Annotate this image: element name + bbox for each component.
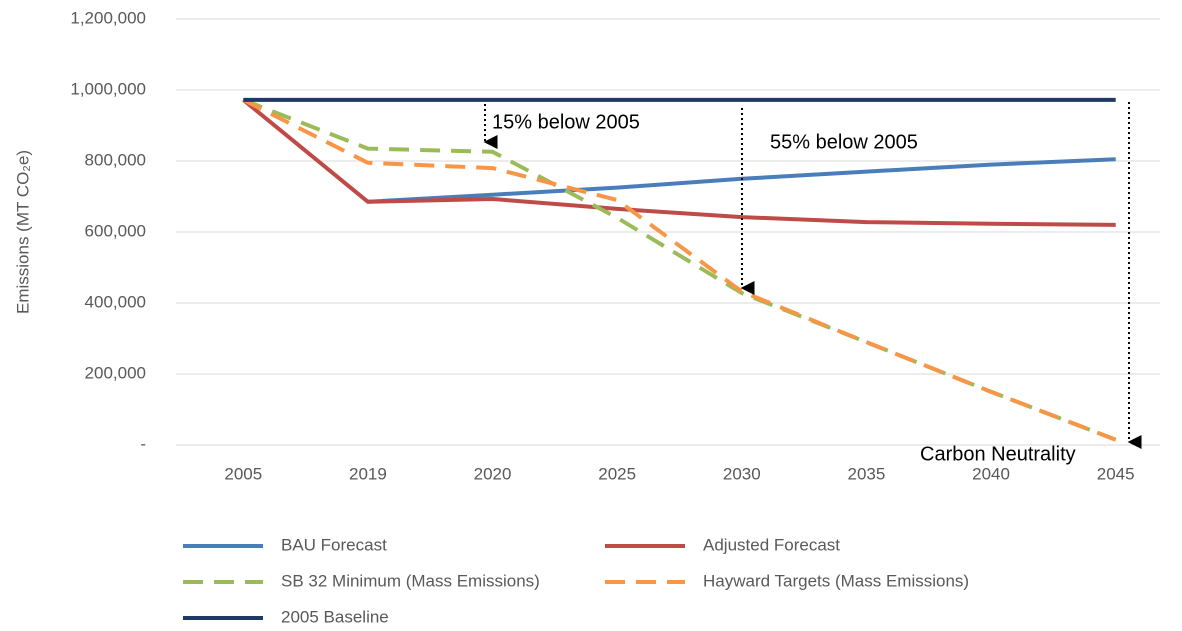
series-line — [242, 98, 1117, 442]
y-tick-label: 1,000,000 — [70, 79, 146, 98]
y-tick-label: 600,000 — [85, 221, 146, 240]
y-tick-label: 800,000 — [85, 150, 146, 169]
x-tick-label: 2030 — [723, 464, 761, 483]
x-tick-label: 2019 — [349, 464, 387, 483]
annotation: 55% below 2005 — [770, 131, 918, 153]
y-tick-label: 200,000 — [85, 363, 146, 382]
x-tick-label: 2035 — [848, 464, 886, 483]
legend-label: Adjusted Forecast — [703, 535, 840, 554]
y-axis-label: Emissions (MT CO₂e) — [13, 150, 32, 314]
legend-label: SB 32 Minimum (Mass Emissions) — [281, 571, 540, 590]
x-tick-label: 2040 — [972, 464, 1010, 483]
annotation-arrows — [483, 102, 1142, 449]
x-tick-label: 2025 — [598, 464, 636, 483]
annotation: Carbon Neutrality — [920, 443, 1076, 465]
annotation: 15% below 2005 — [492, 111, 640, 133]
y-tick-label: 1,200,000 — [70, 8, 146, 27]
x-tick-label: 2020 — [474, 464, 512, 483]
x-tick-label: 2005 — [224, 464, 262, 483]
y-tick-label: 400,000 — [85, 292, 146, 311]
x-tick-label: 2045 — [1097, 464, 1135, 483]
legend-label: 2005 Baseline — [281, 607, 389, 626]
legend-label: BAU Forecast — [281, 535, 387, 554]
legend-label: Hayward Targets (Mass Emissions) — [703, 571, 969, 590]
y-tick-label: - — [140, 434, 146, 453]
series-line — [242, 98, 1116, 227]
